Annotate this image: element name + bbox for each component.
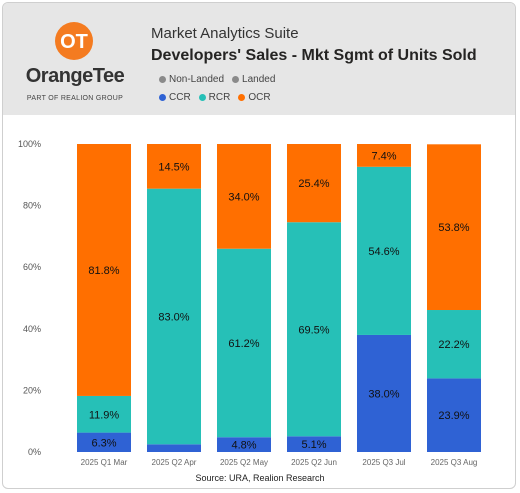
data-label: 54.6% xyxy=(368,246,399,258)
legend-item-ocr[interactable]: OCR xyxy=(238,92,271,103)
chart-title: Developers' Sales - Mkt Sgmt of Units So… xyxy=(151,47,477,64)
data-label: 4.8% xyxy=(231,440,256,452)
x-tick-label: 2025 Q3 Jul xyxy=(362,458,405,467)
legend-dot-icon xyxy=(159,94,166,101)
data-label: 25.4% xyxy=(298,178,329,190)
x-tick-label: 2025 Q2 Jun xyxy=(291,458,337,467)
legend-label: RCR xyxy=(208,92,231,103)
x-tick-label: 2025 Q2 May xyxy=(220,458,268,467)
y-tick-label: 60% xyxy=(23,262,41,272)
data-label: 7.4% xyxy=(371,150,396,162)
x-tick-label: 2025 Q1 Mar xyxy=(81,458,128,467)
legend-label: CCR xyxy=(169,92,191,103)
bar-segment-ocr[interactable] xyxy=(357,144,411,167)
bar-segment-ocr[interactable] xyxy=(287,144,341,223)
bar-segment-ccr[interactable] xyxy=(427,378,481,452)
orangetee-logo-icon: OT xyxy=(55,22,93,60)
x-tick-label: 2025 Q3 Aug xyxy=(431,458,478,467)
data-label: 69.5% xyxy=(298,324,329,336)
bar-segment-ccr[interactable] xyxy=(217,437,271,452)
y-tick-label: 100% xyxy=(18,139,41,149)
stacked-bar-chart: 0% 20% 40% 60% 80% 100% 6.3% 11.9% 81.8% 2025 Q1 … xyxy=(18,139,481,467)
bar-segment-ccr[interactable] xyxy=(147,444,201,452)
bar-segment-ocr[interactable] xyxy=(427,144,481,311)
legend-dot-icon xyxy=(232,76,240,83)
y-tick-label: 40% xyxy=(23,324,41,334)
brand-name: OrangeTee xyxy=(25,65,125,87)
data-label: 5.1% xyxy=(301,439,326,451)
legend-market-segment: CCR RCR OCR xyxy=(159,92,271,103)
bar-segment-rcr[interactable] xyxy=(77,395,131,433)
data-label: 38.0% xyxy=(368,388,399,400)
bar-segment-rcr[interactable] xyxy=(357,166,411,335)
bar-segment-ocr[interactable] xyxy=(147,144,201,189)
y-tick-label: 0% xyxy=(28,447,41,457)
header-banner: OT OrangeTee PART OF REALION GROUP Marke… xyxy=(3,3,515,115)
legend-item-rcr[interactable]: RCR xyxy=(198,92,231,103)
y-tick-label: 20% xyxy=(23,385,41,395)
legend-dot-icon xyxy=(198,94,206,101)
chart-card: OT OrangeTee PART OF REALION GROUP Marke… xyxy=(2,2,516,489)
bar-segment-rcr[interactable] xyxy=(287,222,341,437)
data-label: 23.9% xyxy=(438,410,469,422)
legend-label: Non-Landed xyxy=(169,74,225,85)
bar-segment-rcr[interactable] xyxy=(427,310,481,379)
brand-tagline: PART OF REALION GROUP xyxy=(26,95,124,102)
legend-dot-icon xyxy=(159,76,166,83)
data-label: 83.0% xyxy=(158,311,189,323)
svg-text:OT: OT xyxy=(60,31,88,53)
legend-label: OCR xyxy=(248,92,271,103)
bar-segment-ccr[interactable] xyxy=(287,436,341,452)
data-label: 61.2% xyxy=(228,338,259,350)
legend-dot-icon xyxy=(238,94,246,101)
legend-item-non-landed[interactable]: Non-Landed xyxy=(159,74,224,85)
y-tick-label: 80% xyxy=(23,201,41,211)
data-label: 14.5% xyxy=(158,161,189,173)
data-label: 11.9% xyxy=(89,409,120,421)
bar-segment-ocr[interactable] xyxy=(77,144,131,396)
legend-item-ccr[interactable]: CCR xyxy=(159,92,191,103)
data-label: 22.2% xyxy=(438,339,469,351)
data-label: 81.8% xyxy=(88,265,119,277)
bar-segment-rcr[interactable] xyxy=(147,188,201,445)
x-tick-label: 2025 Q2 Apr xyxy=(152,458,197,467)
app-title: Market Analytics Suite xyxy=(151,25,299,42)
data-label: 6.3% xyxy=(91,437,116,449)
legend-property-type: Non-Landed Landed xyxy=(159,74,275,85)
data-label: 53.8% xyxy=(438,222,469,234)
bar-segment-ocr[interactable] xyxy=(217,144,271,249)
data-label: 34.0% xyxy=(228,191,259,203)
source-note: Source: URA, Realion Research xyxy=(195,473,325,483)
legend-item-landed[interactable]: Landed xyxy=(232,74,275,85)
bar-segment-rcr[interactable] xyxy=(217,248,271,438)
bar-segment-ccr[interactable] xyxy=(357,334,411,452)
bar-segment-ccr[interactable] xyxy=(77,432,131,452)
legend-label: Landed xyxy=(242,74,276,85)
